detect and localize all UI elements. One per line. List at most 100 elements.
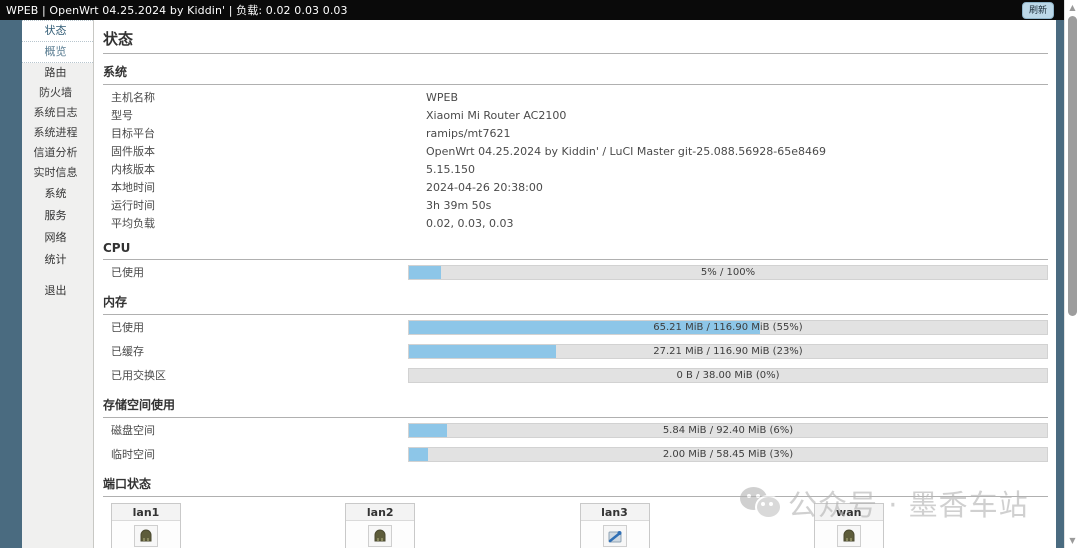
progress-bar-fill <box>409 265 441 279</box>
system-row-label: 内核版本 <box>111 163 155 176</box>
progress-row: 已使用 5% / 100% <box>103 260 1048 284</box>
sidebar-item-syslog[interactable]: 系统日志 <box>33 106 78 119</box>
system-row-value: 3h 39m 50s <box>426 198 492 212</box>
port-name: lan1 <box>112 504 180 521</box>
storage-bar-group: 磁盘空间 5.84 MiB / 92.40 MiB (6%) 临时空间 2.00 Mi… <box>103 418 1048 466</box>
memory-bar-group: 已使用 65.21 MiB / 116.90 MiB (55%) 已缓存 27.21 … <box>103 315 1048 387</box>
table-row: 型号 Xiaomi Mi Router AC2100 <box>103 106 1048 124</box>
table-row: 主机名称 WPEB <box>103 88 1048 106</box>
cpu-bar-group: 已使用 5% / 100% <box>103 260 1048 284</box>
progress-bar-text: 5.84 MiB / 92.40 MiB (6%) <box>662 424 794 436</box>
port-slot: wan未连接 <box>813 503 1048 548</box>
table-row: 本地时间 2024-04-26 20:38:00 <box>103 178 1048 196</box>
port-box-wan[interactable]: wan未连接 <box>813 503 884 548</box>
system-row-label: 平均负载 <box>111 217 155 230</box>
table-row: 平均负载 0.02, 0.03, 0.03 <box>103 214 1048 232</box>
right-accent-rail <box>1056 20 1064 548</box>
sidebar-item-processes[interactable]: 系统进程 <box>33 126 78 139</box>
progress-bar: 27.21 MiB / 116.90 MiB (23%) <box>408 343 1048 359</box>
progress-row: 磁盘空间 5.84 MiB / 92.40 MiB (6%) <box>103 418 1048 442</box>
system-row-value: 2024-04-26 20:38:00 <box>426 180 543 194</box>
sidebar-item-routes[interactable]: 路由 <box>44 66 67 79</box>
system-row-label: 型号 <box>111 109 133 122</box>
port-slot: lan1未连接 <box>111 503 345 548</box>
window-title-text: WPEB | OpenWrt 04.25.2024 by Kiddin' | 负… <box>6 4 348 17</box>
system-row-label: 主机名称 <box>111 91 155 104</box>
table-row: 运行时间 3h 39m 50s <box>103 196 1048 214</box>
ethernet-connected-icon <box>602 525 627 547</box>
sidebar-item-firewall[interactable]: 防火墙 <box>39 86 72 99</box>
progress-bar: 5% / 100% <box>408 264 1048 280</box>
sidebar-item-logout[interactable]: 退出 <box>44 284 67 297</box>
sidebar-item-services[interactable]: 服务 <box>44 209 67 222</box>
progress-bar-text: 5% / 100% <box>700 266 756 278</box>
system-row-label: 固件版本 <box>111 145 155 158</box>
progress-bar-fill <box>409 447 429 461</box>
system-row-value: Xiaomi Mi Router AC2100 <box>426 108 567 122</box>
progress-label: 已使用 <box>111 321 144 334</box>
progress-bar-fill <box>409 344 556 358</box>
page-title: 状态 <box>103 28 1048 54</box>
section-title-cpu: CPU <box>103 241 1048 260</box>
ethernet-disconnected-icon <box>368 525 393 547</box>
table-row: 目标平台 ramips/mt7621 <box>103 124 1048 142</box>
scrollbar-thumb[interactable] <box>1068 16 1077 316</box>
sidebar-item-channel-analysis[interactable]: 信道分析 <box>33 146 78 159</box>
system-row-value: OpenWrt 04.25.2024 by Kiddin' / LuCI Mas… <box>426 144 826 158</box>
system-row-value: 0.02, 0.03, 0.03 <box>426 216 514 230</box>
sidebar-item-overview[interactable]: 概览 <box>22 42 93 63</box>
progress-bar: 0 B / 38.00 MiB (0%) <box>408 367 1048 383</box>
port-box-lan1[interactable]: lan1未连接 <box>111 503 181 548</box>
progress-row: 临时空间 2.00 MiB / 58.45 MiB (3%) <box>103 442 1048 466</box>
progress-row: 已缓存 27.21 MiB / 116.90 MiB (23%) <box>103 339 1048 363</box>
section-title-system: 系统 <box>103 63 1048 85</box>
system-row-value: ramips/mt7621 <box>426 126 511 140</box>
progress-bar: 5.84 MiB / 92.40 MiB (6%) <box>408 422 1048 438</box>
port-name: lan2 <box>346 504 415 521</box>
window-title-bar: WPEB | OpenWrt 04.25.2024 by Kiddin' | 负… <box>0 0 1080 20</box>
refresh-button[interactable]: 刷新 <box>1021 1 1054 19</box>
progress-bar: 2.00 MiB / 58.45 MiB (3%) <box>408 446 1048 462</box>
ethernet-disconnected-icon <box>134 525 158 547</box>
section-title-storage: 存储空间使用 <box>103 396 1048 418</box>
progress-label: 临时空间 <box>111 448 155 461</box>
sidebar-item-status[interactable]: 状态 <box>22 20 93 42</box>
progress-bar-text: 0 B / 38.00 MiB (0%) <box>676 369 780 381</box>
sidebar-nav: 状态 概览路由防火墙系统日志系统进程信道分析实时信息系统服务网络统计退出 <box>22 20 94 548</box>
progress-label: 已用交换区 <box>111 369 166 382</box>
progress-label: 已缓存 <box>111 345 144 358</box>
port-box-lan3[interactable]: lan31 GbE <box>579 503 650 548</box>
sidebar-item-realtime[interactable]: 实时信息 <box>33 166 78 179</box>
progress-row: 已用交换区 0 B / 38.00 MiB (0%) <box>103 363 1048 387</box>
progress-bar: 65.21 MiB / 116.90 MiB (55%) <box>408 319 1048 335</box>
port-status-group: lan1未连接 lan2未连接 lan31 GbE wan未连接 <box>103 503 1048 548</box>
system-row-value: WPEB <box>426 90 459 104</box>
section-title-memory: 内存 <box>103 293 1048 315</box>
scroll-down-icon[interactable]: ▼ <box>1069 536 1076 545</box>
port-name: wan <box>814 504 883 521</box>
port-box-lan2[interactable]: lan2未连接 <box>345 503 416 548</box>
progress-bar-fill <box>409 423 448 437</box>
ethernet-disconnected-icon <box>836 525 861 547</box>
port-slot: lan31 GbE <box>579 503 814 548</box>
progress-row: 已使用 65.21 MiB / 116.90 MiB (55%) <box>103 315 1048 339</box>
system-info-table: 主机名称 WPEB 型号 Xiaomi Mi Router AC2100 目标平台 ram… <box>103 88 1048 232</box>
system-row-label: 目标平台 <box>111 127 155 140</box>
port-name: lan3 <box>580 504 649 521</box>
sidebar-item-statistics[interactable]: 统计 <box>44 253 67 266</box>
port-slot: lan2未连接 <box>345 503 579 548</box>
scroll-up-icon[interactable]: ▲ <box>1069 3 1076 12</box>
progress-bar-fill <box>409 320 760 334</box>
sidebar-item-system[interactable]: 系统 <box>44 187 67 200</box>
progress-bar-text: 27.21 MiB / 116.90 MiB (23%) <box>653 345 803 357</box>
system-row-label: 本地时间 <box>111 181 155 194</box>
main-content: 状态 系统 主机名称 WPEB 型号 Xiaomi Mi Router AC2100 目… <box>95 20 1064 548</box>
table-row: 固件版本 OpenWrt 04.25.2024 by Kiddin' / LuCI… <box>103 142 1048 160</box>
progress-label: 已使用 <box>111 266 144 279</box>
left-accent-rail <box>0 20 22 548</box>
sidebar-item-network[interactable]: 网络 <box>44 231 67 244</box>
table-row: 内核版本 5.15.150 <box>103 160 1048 178</box>
page-scrollbar[interactable]: ▲ ▼ <box>1064 0 1080 548</box>
progress-label: 磁盘空间 <box>111 424 155 437</box>
section-title-ports: 端口状态 <box>103 475 1048 497</box>
